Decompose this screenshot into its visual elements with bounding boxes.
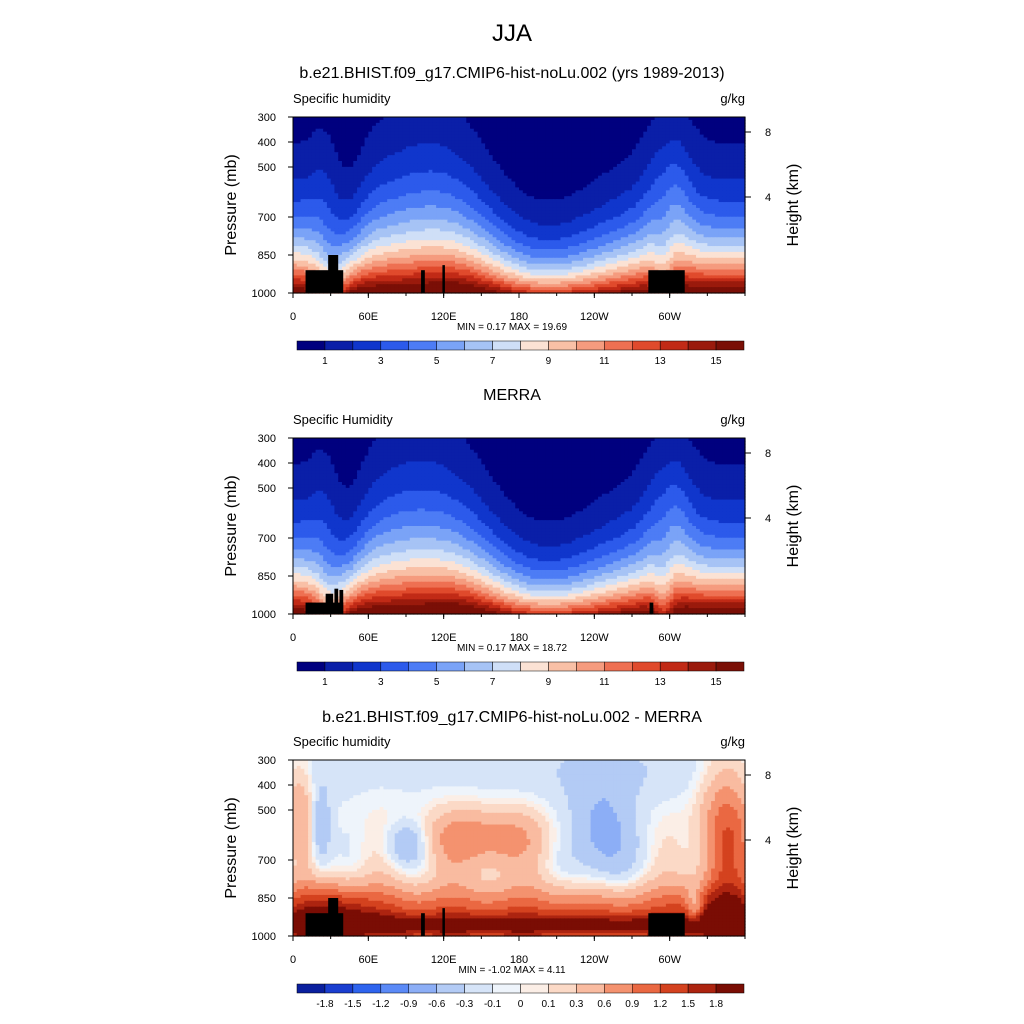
contour-field [293, 117, 746, 294]
field-label: Specific humidity [293, 91, 391, 106]
panel-title: b.e21.BHIST.f09_g17.CMIP6-hist-noLu.002 … [299, 65, 724, 82]
units-label: g/kg [720, 91, 745, 106]
